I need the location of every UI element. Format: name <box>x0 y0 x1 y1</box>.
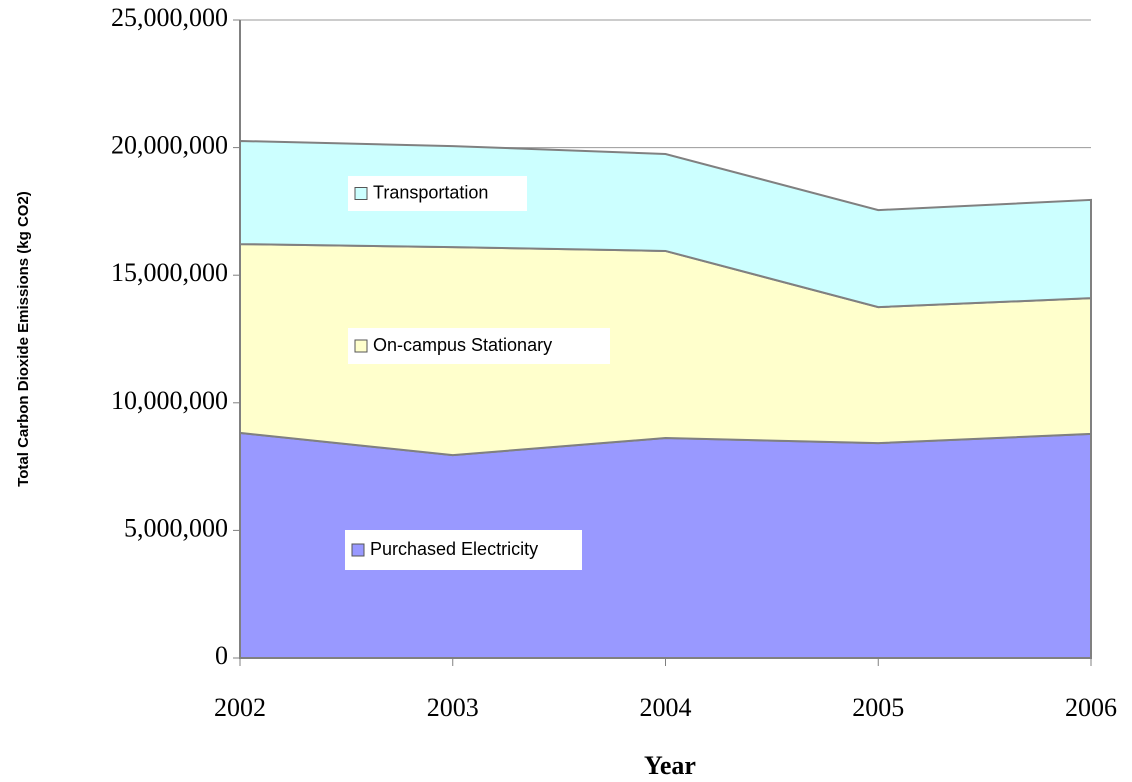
legend-box <box>345 530 582 570</box>
y-tick-label: 10,000,000 <box>111 386 228 415</box>
y-axis-title: Total Carbon Dioxide Emissions (kg CO2) <box>15 191 32 487</box>
legend-swatch <box>354 187 368 200</box>
legend-label: Transportation <box>373 182 488 202</box>
x-tick-label: 2005 <box>852 693 904 722</box>
x-tick-label: 2003 <box>427 693 479 722</box>
x-tick-label: 2004 <box>640 693 692 722</box>
y-tick-label: 15,000,000 <box>111 258 228 287</box>
y-tick-label: 25,000,000 <box>111 3 228 32</box>
legend-box <box>348 176 527 211</box>
legend-swatch <box>351 543 365 557</box>
legend-swatch <box>354 339 368 353</box>
legend-box <box>348 328 610 364</box>
x-tick-label: 2006 <box>1065 693 1117 722</box>
x-tick-label: 2002 <box>214 693 266 722</box>
y-tick-label: 0 <box>215 641 228 670</box>
y-tick-label: 20,000,000 <box>111 131 228 160</box>
y-tick-label: 5,000,000 <box>124 513 228 542</box>
legend-label: Purchased Electricity <box>370 539 538 559</box>
legend-label: On-campus Stationary <box>373 335 552 355</box>
x-axis-title: Year <box>644 751 696 780</box>
